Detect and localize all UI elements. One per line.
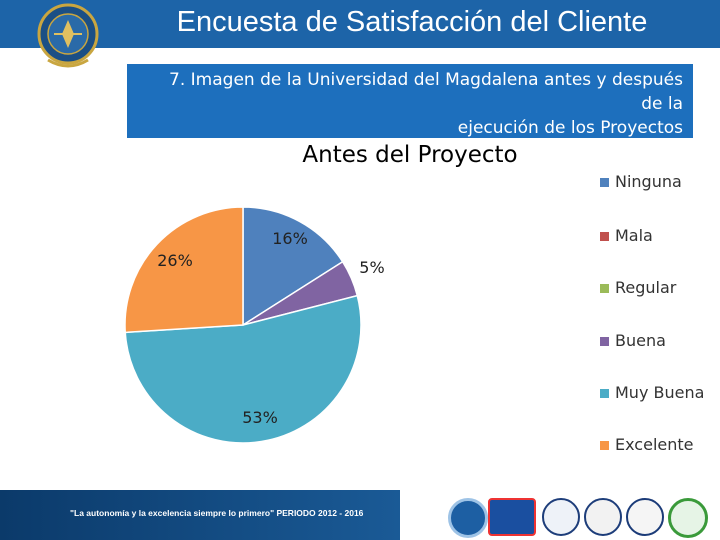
footer-slogan: "La autonomía y la excelencia siempre lo… (70, 508, 364, 518)
legend-label: Regular (615, 278, 677, 297)
legend-swatch (600, 232, 609, 241)
header-bar (0, 0, 720, 48)
question-line-2: ejecución de los Proyectos (457, 118, 683, 138)
certification-seal-icon (542, 498, 580, 536)
legend-swatch (600, 337, 609, 346)
footer: "La autonomía y la excelencia siempre lo… (0, 490, 720, 540)
legend-label: Buena (615, 331, 666, 350)
footer-seals (400, 490, 720, 540)
legend-swatch (600, 284, 609, 293)
question-line-1: 7. Imagen de la Universidad del Magdalen… (169, 70, 683, 114)
question-text: 7. Imagen de la Universidad del Magdalen… (143, 68, 683, 140)
legend-item-mala: Mala (600, 226, 705, 246)
data-label-excelente: 26% (157, 251, 193, 270)
legend-item-buena: Buena (600, 331, 705, 351)
legend-swatch (600, 389, 609, 398)
pie-slice-muy-buena (124, 294, 362, 444)
slide-title: Encuesta de Satisfacción del Cliente (176, 6, 648, 38)
legend-label: Excelente (615, 435, 694, 454)
legend-swatch (600, 441, 609, 450)
university-logo-icon (37, 3, 99, 68)
pie-slice-excelente (124, 206, 244, 334)
footer-banner: "La autonomía y la excelencia siempre lo… (0, 490, 400, 540)
legend-label: Ninguna (615, 172, 682, 191)
pie-slice-ninguna (242, 206, 344, 327)
legend-item-ninguna: Ninguna (600, 172, 705, 192)
legend-label: Mala (615, 226, 653, 245)
question-box: 7. Imagen de la Universidad del Magdalen… (127, 64, 693, 138)
legend-label: Muy Buena (615, 383, 705, 402)
chart-title: Antes del Proyecto (302, 142, 518, 168)
legend-item-muy-buena: Muy Buena (600, 383, 705, 403)
legend-item-excelente: Excelente (600, 435, 705, 455)
legend-swatch (600, 178, 609, 187)
acreditacion-badge-icon (488, 498, 536, 536)
data-label-muy-buena: 53% (242, 408, 278, 427)
data-label-ninguna: 16% (272, 229, 308, 248)
legend-item-regular: Regular (600, 278, 705, 298)
data-label-buena: 5% (359, 258, 384, 277)
checkmark-seal-icon (668, 498, 708, 538)
university-seal-icon (448, 498, 488, 538)
iqnet-seal-icon (584, 498, 622, 536)
quality-seal-icon (626, 498, 664, 536)
